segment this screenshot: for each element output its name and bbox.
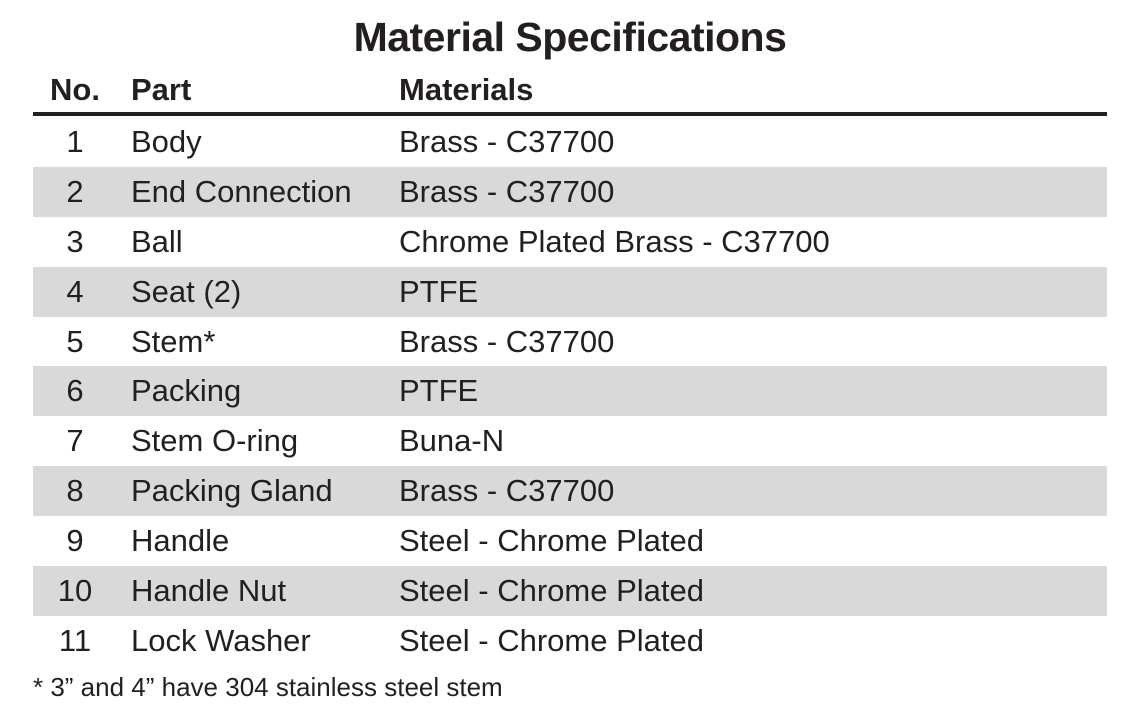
header-divider bbox=[33, 112, 1107, 116]
table-row: 10 Handle Nut Steel - Chrome Plated bbox=[33, 566, 1107, 616]
column-header-part: Part bbox=[131, 72, 192, 107]
row-number: 4 bbox=[66, 273, 84, 309]
row-material: Buna-N bbox=[399, 423, 505, 459]
page-title: Material Specifications bbox=[353, 14, 787, 60]
table-row: 9 Handle Steel - Chrome Plated bbox=[33, 516, 1107, 566]
footnote: * 3” and 4” have 304 stainless steel ste… bbox=[33, 672, 503, 702]
table-row: 3 Ball Chrome Plated Brass - C37700 bbox=[33, 217, 1107, 267]
table-row: 2 End Connection Brass - C37700 bbox=[33, 166, 1107, 217]
row-material: Brass - C37700 bbox=[399, 473, 615, 509]
row-part: Stem* bbox=[131, 323, 216, 359]
row-material: Brass - C37700 bbox=[399, 173, 615, 209]
row-part: Handle Nut bbox=[131, 573, 287, 609]
row-part: Packing Gland bbox=[131, 473, 333, 509]
row-part: Stem O-ring bbox=[131, 423, 299, 459]
row-number: 9 bbox=[66, 523, 84, 559]
table-row: 5 Stem* Brass - C37700 bbox=[33, 317, 1107, 367]
row-material: Brass - C37700 bbox=[399, 124, 615, 159]
row-number: 2 bbox=[66, 173, 84, 209]
row-part: Handle bbox=[131, 523, 230, 559]
row-number: 11 bbox=[58, 622, 92, 658]
table-body: 1 Body Brass - C37700 2 End Connection B… bbox=[33, 117, 1107, 666]
row-material: Steel - Chrome Plated bbox=[399, 523, 704, 559]
table-row: 1 Body Brass - C37700 bbox=[33, 117, 1107, 167]
row-material: Chrome Plated Brass - C37700 bbox=[399, 223, 830, 259]
table-row: 7 Stem O-ring Buna-N bbox=[33, 416, 1107, 466]
row-number: 5 bbox=[66, 323, 84, 359]
column-header-no: No. bbox=[50, 72, 100, 107]
row-material: Brass - C37700 bbox=[399, 323, 615, 359]
table-header: No. Part Materials bbox=[33, 68, 1107, 112]
row-number: 3 bbox=[66, 223, 84, 259]
row-part: End Connection bbox=[131, 173, 352, 209]
row-part: Seat (2) bbox=[131, 273, 242, 309]
row-material: PTFE bbox=[399, 373, 479, 409]
table-row: 6 Packing PTFE bbox=[33, 366, 1107, 417]
row-number: 10 bbox=[57, 573, 93, 609]
row-part: Ball bbox=[131, 223, 183, 259]
row-part: Packing bbox=[131, 373, 242, 409]
row-material: PTFE bbox=[399, 273, 479, 309]
row-number: 7 bbox=[66, 423, 84, 459]
table-row: 11 Lock Washer Steel - Chrome Plated bbox=[33, 616, 1107, 666]
row-material: Steel - Chrome Plated bbox=[399, 622, 704, 658]
row-number: 1 bbox=[66, 124, 84, 159]
row-number: 8 bbox=[66, 473, 84, 509]
column-header-materials: Materials bbox=[399, 72, 534, 107]
row-material: Steel - Chrome Plated bbox=[399, 573, 704, 609]
table-row: 8 Packing Gland Brass - C37700 bbox=[33, 466, 1107, 517]
table-row: 4 Seat (2) PTFE bbox=[33, 266, 1107, 317]
row-number: 6 bbox=[66, 373, 84, 409]
row-part: Body bbox=[131, 124, 202, 159]
row-part: Lock Washer bbox=[131, 622, 311, 658]
